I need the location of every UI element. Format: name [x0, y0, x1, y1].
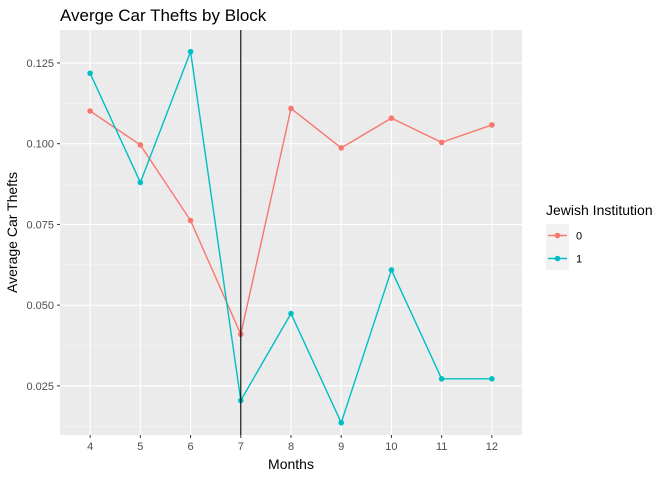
chart-title: Averge Car Thefts by Block — [60, 6, 267, 25]
data-point-series-1 — [137, 179, 144, 186]
x-axis-title: Months — [268, 456, 314, 472]
y-tick-label: 0.025 — [26, 381, 54, 393]
x-axis-ticks: 4 5 6 7 8 9 10 11 12 — [87, 435, 498, 453]
series-layer — [87, 48, 495, 426]
data-point-series-1 — [388, 267, 395, 273]
legend-label: 0 — [576, 231, 582, 243]
data-point-series-0 — [388, 115, 395, 121]
legend-keys: 01 — [546, 224, 582, 270]
y-axis-ticks: 0.025 0.050 0.075 0.100 0.125 — [26, 58, 60, 393]
x-tick-label: 4 — [87, 441, 93, 453]
data-point-series-1 — [187, 48, 194, 55]
legend-title: Jewish Institution — [546, 202, 653, 218]
legend-key-point — [554, 255, 561, 262]
data-point-series-1 — [438, 376, 445, 382]
data-point-series-0 — [187, 217, 194, 224]
x-tick-label: 9 — [338, 441, 344, 453]
x-tick-label: 5 — [137, 441, 143, 453]
x-tick-label: 8 — [288, 441, 294, 453]
y-tick-label: 0.050 — [26, 300, 54, 312]
data-point-series-0 — [338, 145, 345, 151]
y-tick-label: 0.125 — [26, 58, 54, 70]
x-tick-label: 7 — [238, 441, 244, 453]
y-tick-label: 0.075 — [26, 219, 54, 231]
legend: Jewish Institution 01 — [546, 202, 653, 270]
x-tick-label: 10 — [385, 441, 397, 453]
data-point-series-0 — [137, 142, 144, 148]
data-point-series-1 — [489, 376, 495, 382]
y-axis-title: Average Car Thefts — [4, 172, 20, 293]
data-point-series-1 — [338, 419, 345, 426]
x-tick-label: 6 — [188, 441, 194, 453]
data-point-series-1 — [288, 310, 294, 317]
data-point-series-0 — [489, 122, 495, 128]
data-point-series-0 — [288, 105, 294, 112]
legend-key-point — [554, 232, 561, 239]
data-point-series-1 — [87, 70, 93, 77]
legend-label: 1 — [576, 254, 582, 266]
x-tick-label: 12 — [486, 441, 498, 453]
data-point-series-0 — [87, 108, 93, 114]
data-point-series-0 — [438, 139, 445, 146]
y-tick-label: 0.100 — [26, 139, 54, 151]
x-tick-label: 11 — [436, 441, 447, 453]
